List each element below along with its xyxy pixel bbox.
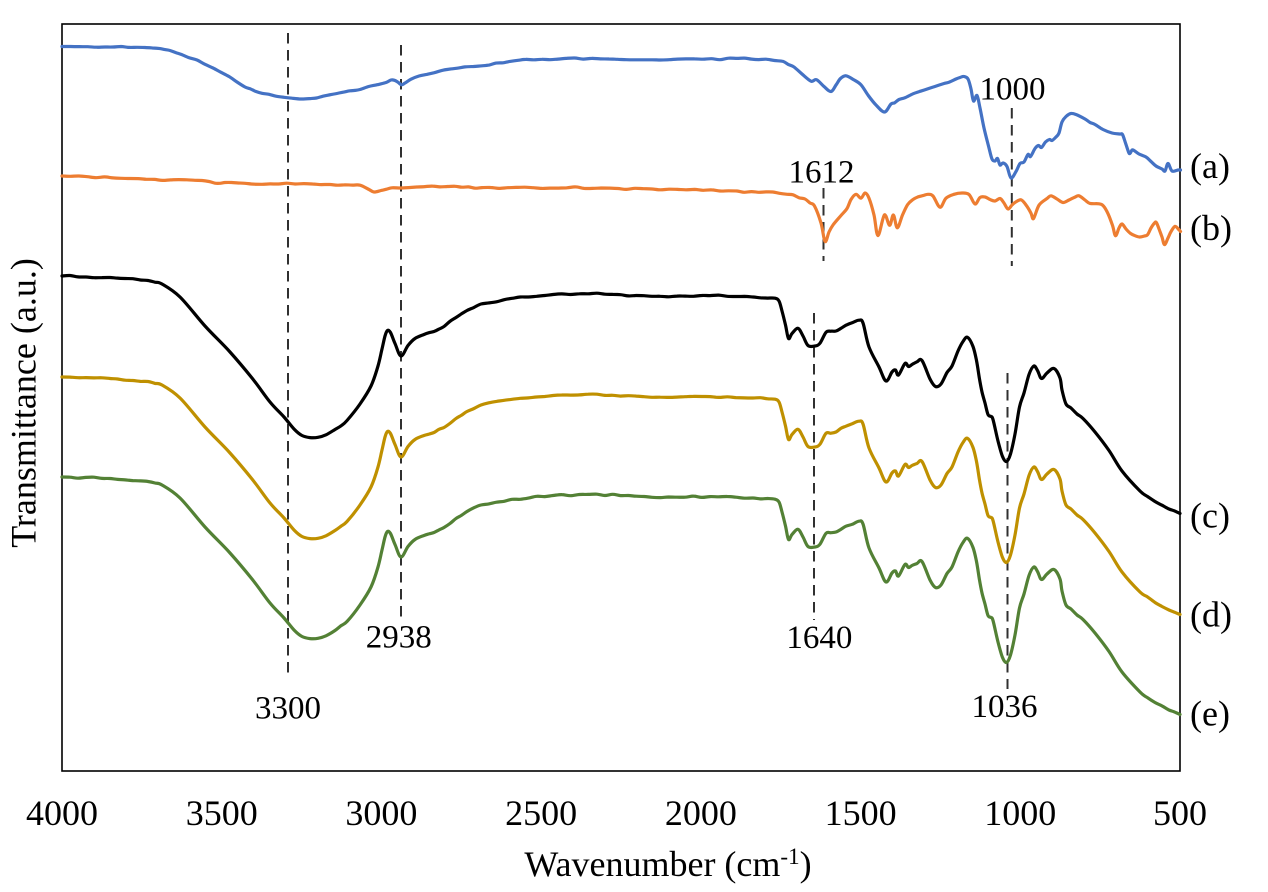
svg-text:1000: 1000	[980, 72, 1046, 108]
svg-text:1612: 1612	[789, 155, 855, 191]
svg-text:Transmittance (a.u.): Transmittance (a.u.)	[4, 258, 44, 548]
svg-text:(e): (e)	[1190, 694, 1230, 734]
svg-text:1500: 1500	[825, 793, 897, 833]
svg-text:(d): (d)	[1190, 595, 1232, 635]
svg-text:(a): (a)	[1190, 146, 1230, 186]
svg-text:(c): (c)	[1190, 496, 1230, 536]
svg-text:2938: 2938	[366, 619, 432, 655]
svg-text:500: 500	[1153, 793, 1207, 833]
svg-text:1036: 1036	[972, 689, 1038, 725]
svg-text:4000: 4000	[26, 793, 98, 833]
svg-text:3300: 3300	[255, 690, 321, 726]
svg-text:1000: 1000	[984, 793, 1056, 833]
svg-text:3000: 3000	[345, 793, 417, 833]
svg-text:2000: 2000	[665, 793, 737, 833]
svg-text:3500: 3500	[186, 793, 258, 833]
svg-text:1640: 1640	[786, 620, 852, 656]
svg-text:2500: 2500	[505, 793, 577, 833]
svg-text:(b): (b)	[1190, 208, 1232, 248]
svg-text:Wavenumber (cm-1): Wavenumber (cm-1)	[524, 844, 811, 884]
